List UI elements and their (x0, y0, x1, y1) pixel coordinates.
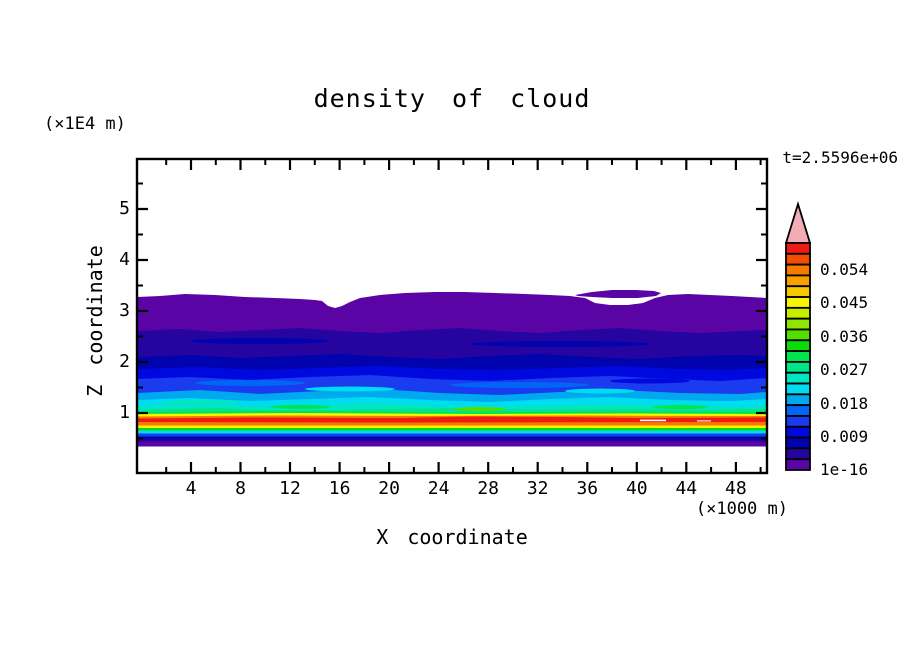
red-band-break (697, 420, 711, 422)
colorbar-cell (785, 361, 811, 374)
colorbar-label: 0.036 (820, 327, 869, 346)
colorbar-cell (785, 371, 811, 385)
x-tick-label: 28 (477, 478, 500, 499)
colorbar-cell (785, 274, 811, 288)
x-tick-label: 32 (526, 478, 549, 499)
x-tick-label: 40 (625, 478, 648, 499)
x-tick-label: 48 (725, 478, 747, 499)
chart-title: density of cloud (313, 84, 591, 113)
y-tick-label: 3 (119, 300, 130, 321)
texture-patch (470, 341, 650, 347)
texture-patch (305, 386, 395, 392)
y-axis-unit: (×1E4 m) (44, 114, 126, 134)
plot-frame (135, 157, 769, 475)
cloud-sliver-island (575, 290, 661, 298)
x-tick-label: 12 (279, 478, 301, 499)
colorbar-cell (785, 285, 811, 298)
texture-patch (270, 405, 330, 409)
colorbar-cell (785, 296, 811, 309)
texture-patch (160, 399, 240, 405)
colorbar-cell (785, 328, 811, 342)
red-band-break (640, 419, 666, 422)
x-axis-title: X coordinate (376, 525, 528, 549)
colorbar-cell (785, 242, 811, 255)
colorbar-cell (785, 382, 811, 396)
y-tick-label: 5 (119, 198, 130, 219)
x-tick-label: 36 (576, 478, 599, 499)
colorbar-cell (785, 317, 811, 331)
x-tick-label: 8 (235, 478, 246, 499)
x-axis-unit: (×1000 m) (695, 499, 788, 519)
band-purple-bottom (137, 441, 767, 447)
x-tick-label: 44 (675, 478, 698, 499)
colorbar-cell (785, 350, 811, 363)
texture-patch (195, 380, 305, 386)
texture-patch (190, 338, 330, 344)
time-annotation: t=2.5596e+06 (782, 148, 898, 167)
texture-patch (455, 407, 505, 411)
y-tick-label: 1 (119, 402, 130, 423)
colorbar-cell (785, 436, 811, 450)
colorbar-label: 0.054 (820, 260, 869, 279)
colorbar-cell (785, 252, 811, 266)
colorbar-label: 0.018 (820, 394, 869, 413)
colorbar-cell (785, 404, 811, 417)
colorbar-cell (785, 306, 811, 320)
x-tick-label: 20 (378, 478, 400, 499)
colorbar-cell (785, 447, 811, 461)
y-tick-label: 4 (119, 249, 130, 270)
texture-patch (450, 382, 590, 388)
texture-patch (565, 388, 635, 394)
x-tick-label: 24 (427, 478, 450, 499)
colorbar-label: 0.045 (820, 293, 869, 312)
texture-patch (652, 405, 708, 409)
y-tick-label: 2 (119, 351, 130, 372)
minor-ticks (137, 159, 767, 473)
colorbar-cell (785, 339, 811, 353)
x-tick-label: 16 (328, 478, 351, 499)
colorbar-cell (785, 393, 811, 407)
colorbar-cells (785, 242, 811, 471)
colorbar-cell (785, 263, 811, 277)
colorbar-over-arrow (784, 200, 812, 244)
colorbar-cell (785, 458, 811, 471)
colorbar-label: 0.027 (820, 360, 869, 379)
colorbar-label: 0.009 (820, 427, 869, 446)
x-tick-label: 4 (185, 478, 197, 499)
major-ticks (137, 159, 767, 473)
colorbar-cell (785, 415, 811, 428)
colorbar-cell (785, 425, 811, 439)
colorbar-label: 1e-16 (820, 460, 869, 479)
texture-patch (610, 378, 690, 384)
